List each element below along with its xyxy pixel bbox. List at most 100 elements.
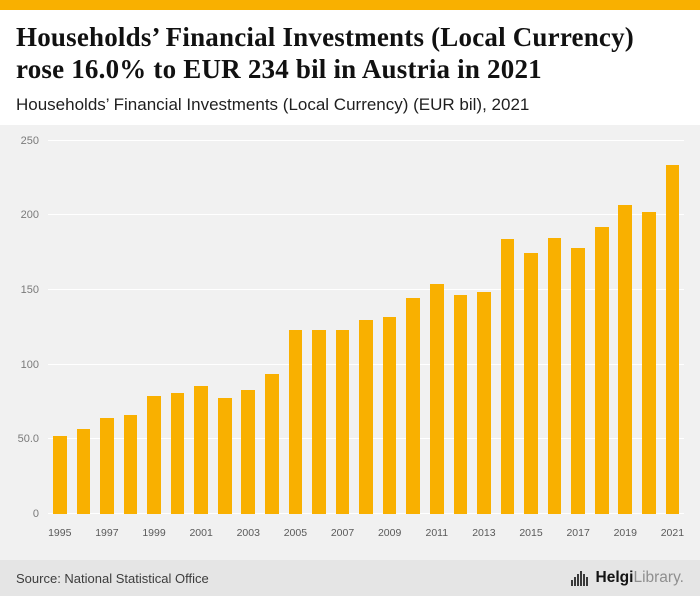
bar-1997 (100, 418, 114, 514)
bar-slot (307, 141, 331, 514)
bar-1999 (147, 396, 161, 514)
x-tick-label: 2015 (519, 527, 543, 539)
bar-slot (213, 141, 237, 514)
bar-2013 (477, 291, 491, 514)
bar-slot (401, 141, 425, 514)
x-tick-label: 2017 (566, 527, 590, 539)
bars (48, 141, 684, 514)
y-tick-label: 50.0 (17, 433, 39, 446)
bar-chart-icon (570, 570, 590, 586)
chart-region: 0 50.0 100 150 200 250 1995 1997 1999 2001 2003 20… (0, 124, 700, 560)
bar-2018 (594, 227, 609, 514)
bar-slot (48, 141, 72, 514)
bar-2021 (665, 164, 680, 514)
bar-slot (72, 141, 96, 514)
bar-2017 (571, 248, 585, 514)
x-tick-label (449, 520, 473, 540)
bar-2020 (642, 212, 656, 514)
bar-slot (543, 141, 567, 514)
x-tick-label: 2013 (472, 527, 496, 539)
x-tick-label: 2007 (330, 527, 355, 539)
y-tick-label: 150 (20, 284, 39, 297)
x-tick-label: 2009 (377, 527, 402, 539)
bar-slot (284, 141, 308, 514)
bar-2004 (265, 373, 279, 514)
x-tick-label (213, 520, 237, 540)
bar-2005 (288, 330, 303, 514)
footer: Source: National Statistical Office Helg… (0, 560, 700, 596)
x-tick-label (543, 520, 567, 540)
top-accent-bar (0, 0, 700, 10)
x-tick-label (119, 520, 143, 540)
x-tick-label: 1995 (48, 527, 72, 539)
header: Households’ Financial Investments (Local… (0, 10, 700, 125)
bar-slot (425, 141, 449, 514)
x-tick-label (307, 520, 331, 540)
x-tick-label: 2005 (283, 527, 308, 539)
bar-slot (119, 141, 143, 514)
logo-text: HelgiLibrary. (596, 569, 684, 587)
x-tick-label (401, 520, 425, 540)
bar-slot (566, 141, 590, 514)
bar-slot (166, 141, 190, 514)
source-text: Source: National Statistical Office (16, 570, 209, 586)
bar-2012 (453, 294, 468, 514)
bar-2006 (312, 330, 326, 514)
x-tick-label: 2011 (425, 527, 449, 539)
bar-2011 (429, 284, 444, 514)
x-tick-label (260, 520, 284, 540)
helgi-library-logo: HelgiLibrary. (570, 569, 684, 587)
x-tick-label (166, 520, 190, 540)
bar-slot (331, 141, 355, 514)
bar-slot (378, 141, 402, 514)
bar-1998 (123, 415, 138, 514)
y-tick-label: 200 (20, 209, 39, 222)
bar-slot (95, 141, 119, 514)
bar-slot (614, 141, 638, 514)
gridline (48, 139, 684, 141)
bar-2003 (241, 390, 256, 514)
gridline (48, 214, 684, 216)
bar-slot (590, 141, 614, 514)
bar-2016 (547, 237, 562, 514)
y-tick-label: 100 (20, 358, 39, 371)
logo-text-light: Library. (633, 569, 684, 586)
x-tick-label (72, 520, 96, 540)
x-tick-label: 2003 (236, 527, 260, 539)
bar-slot (519, 141, 543, 514)
bar-slot (496, 141, 520, 514)
y-tick-label: 0 (32, 508, 39, 520)
bar-2008 (359, 319, 373, 514)
x-tick-label: 2019 (613, 527, 637, 539)
bar-2019 (618, 204, 633, 514)
gridline (48, 289, 684, 291)
page-title: Households’ Financial Investments (Local… (16, 22, 635, 84)
bar-slot (142, 141, 166, 514)
bar-slot (237, 141, 261, 514)
x-axis: 1995 1997 1999 2001 2003 2005 2007 2009 2011 2013… (48, 520, 684, 540)
x-tick-label (637, 520, 661, 540)
x-tick-label: 1999 (142, 527, 166, 539)
bar-1995 (52, 436, 67, 514)
logo-text-bold: Helgi (595, 569, 634, 586)
x-tick-label: 2021 (660, 527, 685, 539)
bar-2007 (335, 330, 350, 514)
bar-slot (637, 141, 661, 514)
bar-2000 (170, 393, 185, 514)
x-tick-label (354, 520, 378, 540)
bar-2001 (194, 385, 208, 514)
bar-2015 (524, 252, 538, 514)
bar-slot (260, 141, 284, 514)
x-tick-label: 2001 (189, 527, 213, 539)
bar-slot (661, 141, 685, 514)
x-tick-label: 1997 (95, 527, 119, 539)
chart-subtitle: Households’ Financial Investments (Local… (16, 94, 530, 114)
x-tick-label (496, 520, 520, 540)
bar-2010 (406, 297, 421, 514)
bar-2002 (217, 397, 232, 514)
bar-slot (189, 141, 213, 514)
x-tick-label (590, 520, 614, 540)
bar-slot (472, 141, 496, 514)
bar-slot (354, 141, 378, 514)
